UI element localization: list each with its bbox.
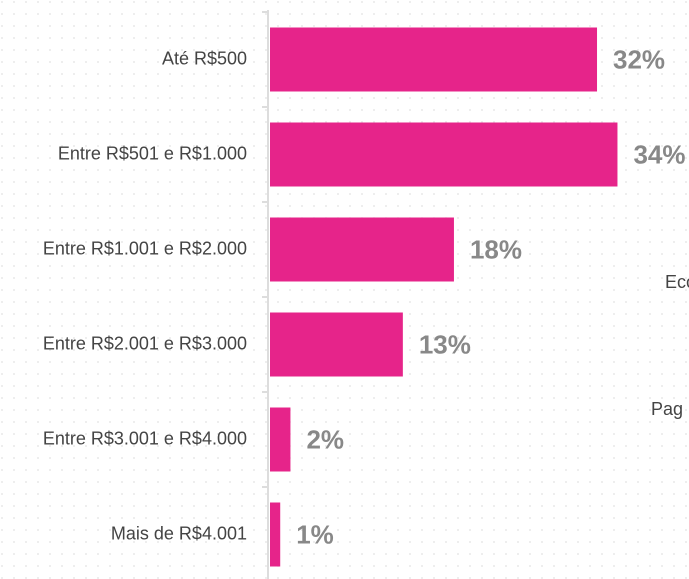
category-label: Entre R$501 e R$1.000 bbox=[58, 143, 247, 163]
bar bbox=[270, 122, 618, 187]
bar bbox=[270, 502, 281, 567]
category-label: Entre R$1.001 e R$2.000 bbox=[43, 238, 247, 258]
annotation: Pag bbox=[651, 399, 683, 419]
bar bbox=[270, 27, 598, 92]
value-label: 34% bbox=[633, 139, 685, 169]
category-label: Entre R$2.001 e R$3.000 bbox=[43, 333, 247, 353]
bar bbox=[270, 217, 454, 282]
value-label: 13% bbox=[419, 329, 471, 359]
value-label: 18% bbox=[470, 234, 522, 264]
value-label: 32% bbox=[613, 44, 665, 74]
bar bbox=[270, 407, 291, 472]
bar bbox=[270, 312, 403, 377]
category-label: Entre R$3.001 e R$4.000 bbox=[43, 428, 247, 448]
category-label: Até R$500 bbox=[162, 48, 247, 68]
value-label: 2% bbox=[306, 424, 344, 454]
category-label: Mais de R$4.001 bbox=[111, 523, 247, 543]
annotation: Eco bbox=[665, 272, 689, 292]
value-label: 1% bbox=[296, 519, 334, 549]
